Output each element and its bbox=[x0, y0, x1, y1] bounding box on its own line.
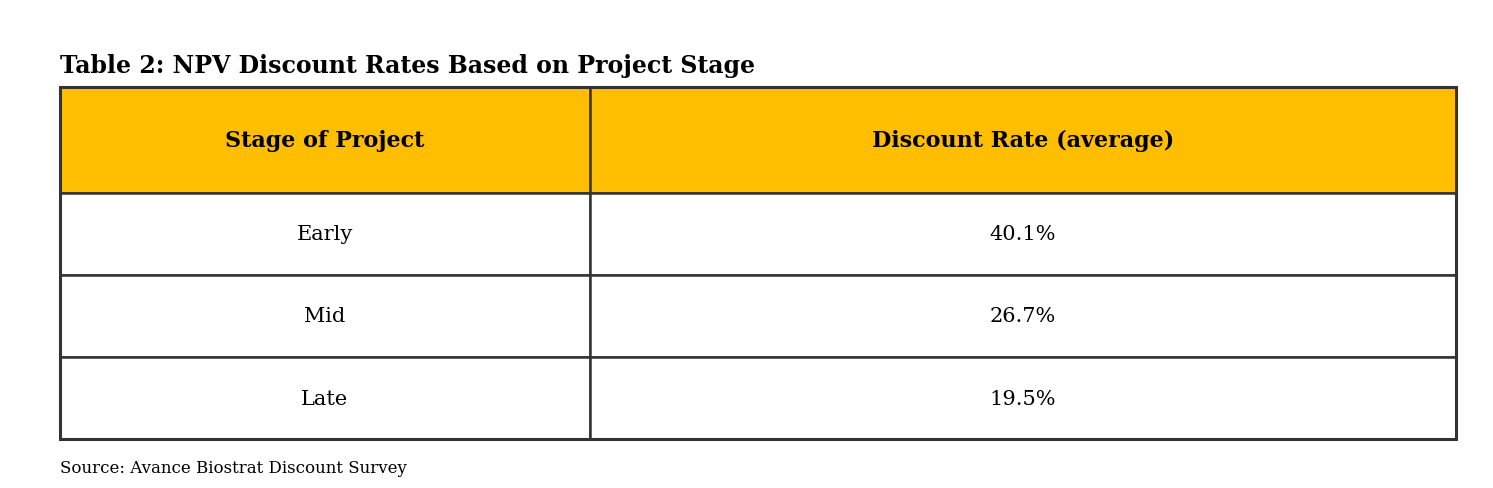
Bar bbox=[60, 88, 1456, 439]
Text: Table 2: NPV Discount Rates Based on Project Stage: Table 2: NPV Discount Rates Based on Pro… bbox=[60, 54, 755, 78]
Bar bbox=[60, 275, 590, 357]
Bar bbox=[60, 357, 590, 439]
Bar bbox=[60, 193, 590, 275]
Text: Mid: Mid bbox=[305, 307, 345, 325]
Bar bbox=[590, 193, 1456, 275]
Text: Source: Avance Biostrat Discount Survey: Source: Avance Biostrat Discount Survey bbox=[60, 459, 406, 476]
Bar bbox=[590, 88, 1456, 193]
Bar bbox=[590, 275, 1456, 357]
Text: Early: Early bbox=[297, 225, 354, 244]
Text: Late: Late bbox=[302, 389, 348, 407]
Text: 19.5%: 19.5% bbox=[990, 389, 1056, 407]
Text: 40.1%: 40.1% bbox=[990, 225, 1056, 244]
Text: Stage of Project: Stage of Project bbox=[225, 130, 424, 151]
Bar bbox=[60, 88, 590, 193]
Text: 26.7%: 26.7% bbox=[990, 307, 1056, 325]
Text: Discount Rate (average): Discount Rate (average) bbox=[872, 129, 1173, 152]
Bar bbox=[590, 357, 1456, 439]
